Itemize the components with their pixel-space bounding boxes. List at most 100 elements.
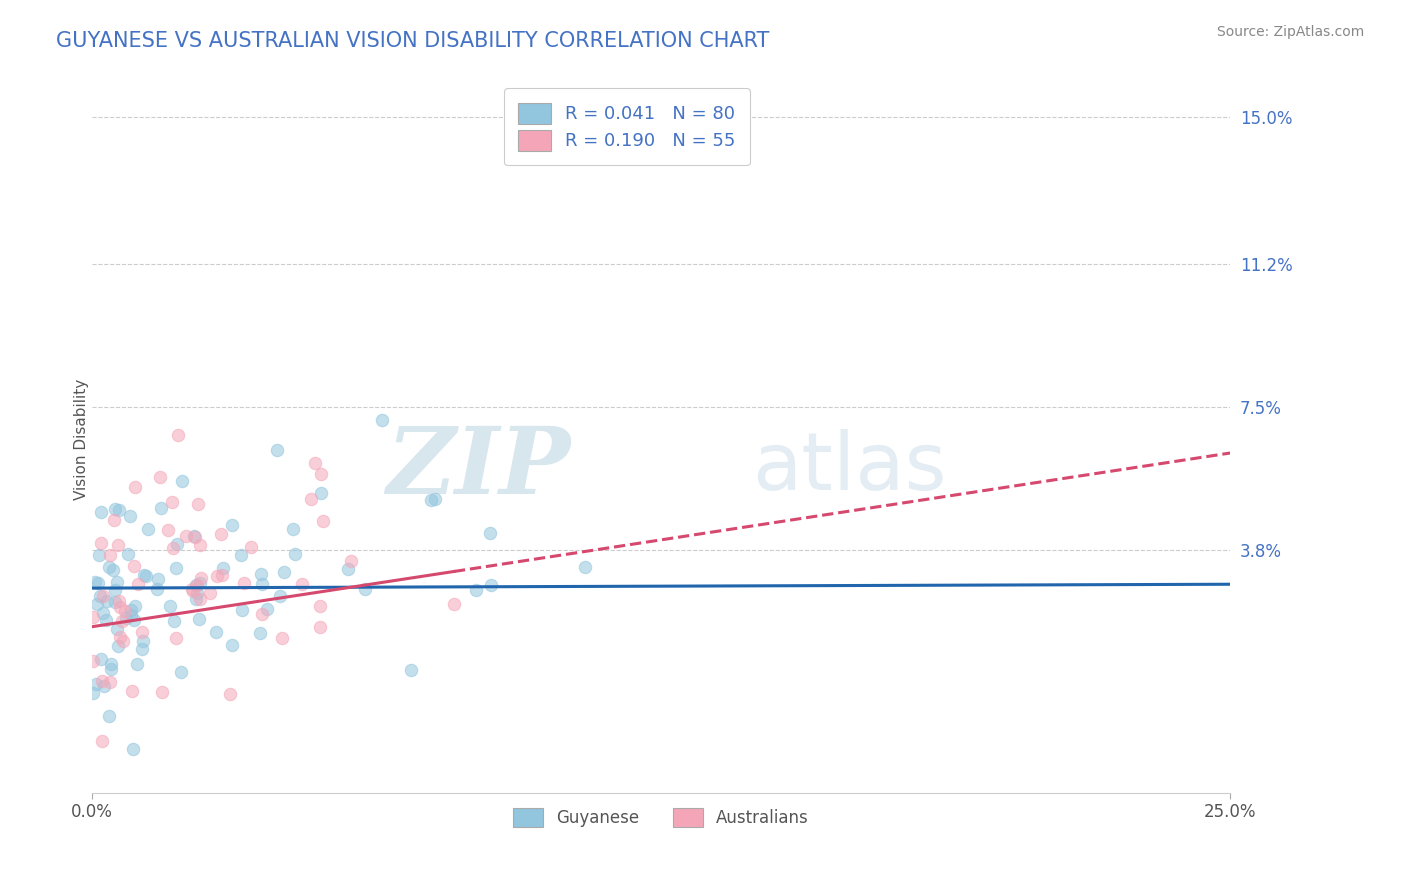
Point bbox=[100, 657, 122, 672]
Point bbox=[121, 603, 143, 617]
Point bbox=[127, 577, 149, 591]
Point bbox=[112, 634, 135, 648]
Point bbox=[190, 571, 212, 585]
Point bbox=[150, 500, 173, 515]
Point bbox=[91, 606, 114, 620]
Point bbox=[91, 734, 114, 748]
Point bbox=[249, 566, 271, 581]
Point bbox=[291, 577, 314, 591]
Point bbox=[184, 592, 207, 607]
Point bbox=[221, 638, 243, 652]
Point bbox=[105, 622, 128, 636]
Point bbox=[122, 742, 145, 756]
Point bbox=[163, 614, 186, 628]
Point bbox=[105, 574, 128, 589]
Point bbox=[205, 569, 228, 583]
Point bbox=[188, 538, 211, 552]
Point bbox=[103, 513, 125, 527]
Point bbox=[184, 530, 207, 544]
Point bbox=[90, 505, 112, 519]
Point bbox=[181, 584, 204, 599]
Point bbox=[122, 559, 145, 574]
Point bbox=[188, 591, 211, 606]
Point bbox=[131, 634, 153, 648]
Point bbox=[256, 601, 278, 615]
Point bbox=[443, 598, 465, 612]
Point bbox=[115, 611, 138, 625]
Point bbox=[574, 560, 596, 574]
Point bbox=[211, 568, 233, 582]
Point bbox=[419, 492, 441, 507]
Point bbox=[188, 575, 211, 590]
Point bbox=[156, 524, 179, 538]
Point bbox=[250, 576, 273, 591]
Point bbox=[117, 547, 139, 561]
Text: Source: ZipAtlas.com: Source: ZipAtlas.com bbox=[1216, 25, 1364, 39]
Point bbox=[284, 547, 307, 561]
Point bbox=[371, 413, 394, 427]
Point bbox=[149, 469, 172, 483]
Point bbox=[104, 595, 127, 609]
Point bbox=[104, 582, 127, 597]
Point bbox=[131, 641, 153, 656]
Point bbox=[249, 625, 271, 640]
Point bbox=[84, 677, 107, 691]
Point bbox=[281, 522, 304, 536]
Point bbox=[148, 572, 170, 586]
Point bbox=[231, 603, 253, 617]
Point bbox=[309, 485, 332, 500]
Point bbox=[186, 578, 208, 592]
Point bbox=[209, 527, 232, 541]
Point bbox=[89, 589, 111, 603]
Point bbox=[82, 610, 104, 624]
Point bbox=[309, 620, 332, 634]
Point bbox=[204, 625, 226, 640]
Point bbox=[167, 427, 190, 442]
Point bbox=[212, 560, 235, 574]
Point bbox=[83, 574, 105, 589]
Point bbox=[114, 604, 136, 618]
Point bbox=[159, 599, 181, 613]
Point bbox=[90, 652, 112, 666]
Point bbox=[108, 503, 131, 517]
Point bbox=[131, 624, 153, 639]
Point bbox=[87, 548, 110, 562]
Legend: Guyanese, Australians: Guyanese, Australians bbox=[506, 801, 815, 834]
Point bbox=[479, 578, 502, 592]
Y-axis label: Vision Disability: Vision Disability bbox=[73, 379, 89, 500]
Point bbox=[184, 578, 207, 592]
Point bbox=[124, 480, 146, 494]
Point bbox=[86, 597, 108, 611]
Point bbox=[121, 683, 143, 698]
Point bbox=[122, 613, 145, 627]
Point bbox=[96, 613, 118, 627]
Point bbox=[270, 632, 292, 646]
Point bbox=[181, 582, 204, 596]
Point bbox=[269, 589, 291, 603]
Point bbox=[172, 474, 194, 488]
Point bbox=[340, 554, 363, 568]
Point bbox=[98, 708, 121, 723]
Point bbox=[108, 600, 131, 615]
Point bbox=[187, 497, 209, 511]
Point bbox=[124, 599, 146, 614]
Point bbox=[98, 548, 121, 562]
Point bbox=[125, 657, 148, 672]
Point bbox=[198, 586, 221, 600]
Point bbox=[93, 679, 115, 693]
Point bbox=[98, 559, 121, 574]
Point bbox=[312, 514, 335, 528]
Point bbox=[111, 614, 134, 628]
Point bbox=[309, 599, 332, 614]
Point bbox=[170, 665, 193, 679]
Point bbox=[221, 518, 243, 533]
Point bbox=[132, 568, 155, 582]
Text: atlas: atlas bbox=[752, 429, 946, 507]
Point bbox=[107, 538, 129, 552]
Point bbox=[423, 491, 446, 506]
Point bbox=[464, 583, 486, 598]
Point bbox=[166, 536, 188, 550]
Point bbox=[135, 569, 157, 583]
Point bbox=[104, 502, 127, 516]
Point bbox=[273, 565, 295, 579]
